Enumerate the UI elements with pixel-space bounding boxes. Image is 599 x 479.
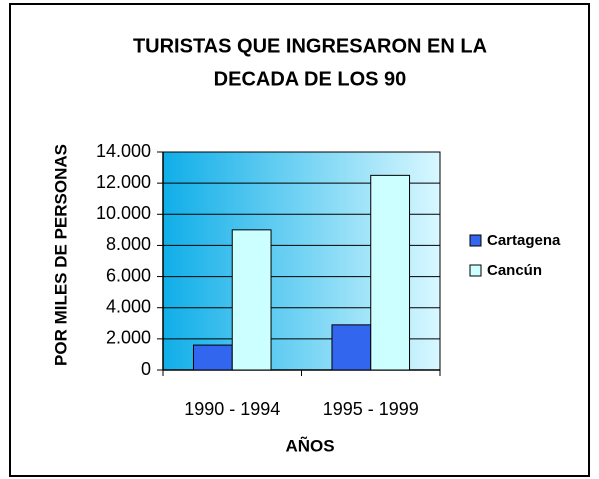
bar [331,324,372,371]
y-tick-label: 0 [141,359,151,379]
x-tick-label: 1990 - 1994 [184,399,280,419]
y-tick-label: 6.000 [106,265,151,285]
legend-swatch [469,234,482,247]
legend-label: Cartagena [487,232,561,249]
y-tick-label: 4.000 [106,296,151,316]
y-tick-label: 8.000 [106,234,151,254]
chart-title: DECADA DE LOS 90 [214,68,407,90]
y-tick-label: 12.000 [96,172,151,192]
y-tick-label: 14.000 [96,141,151,161]
x-tick-label: 1995 - 1999 [323,399,419,419]
bar [231,229,272,371]
bar [192,344,233,371]
x-axis-label: AÑOS [285,435,334,455]
bar [370,174,411,371]
legend-label: Cancún [487,262,542,279]
y-tick-label: 2.000 [106,328,151,348]
chart-title: TURISTAS QUE INGRESARON EN LA [133,35,487,57]
legend-swatch [469,264,482,277]
y-axis-label: POR MILES DE PERSONAS [51,144,70,366]
y-tick-label: 10.000 [96,203,151,223]
